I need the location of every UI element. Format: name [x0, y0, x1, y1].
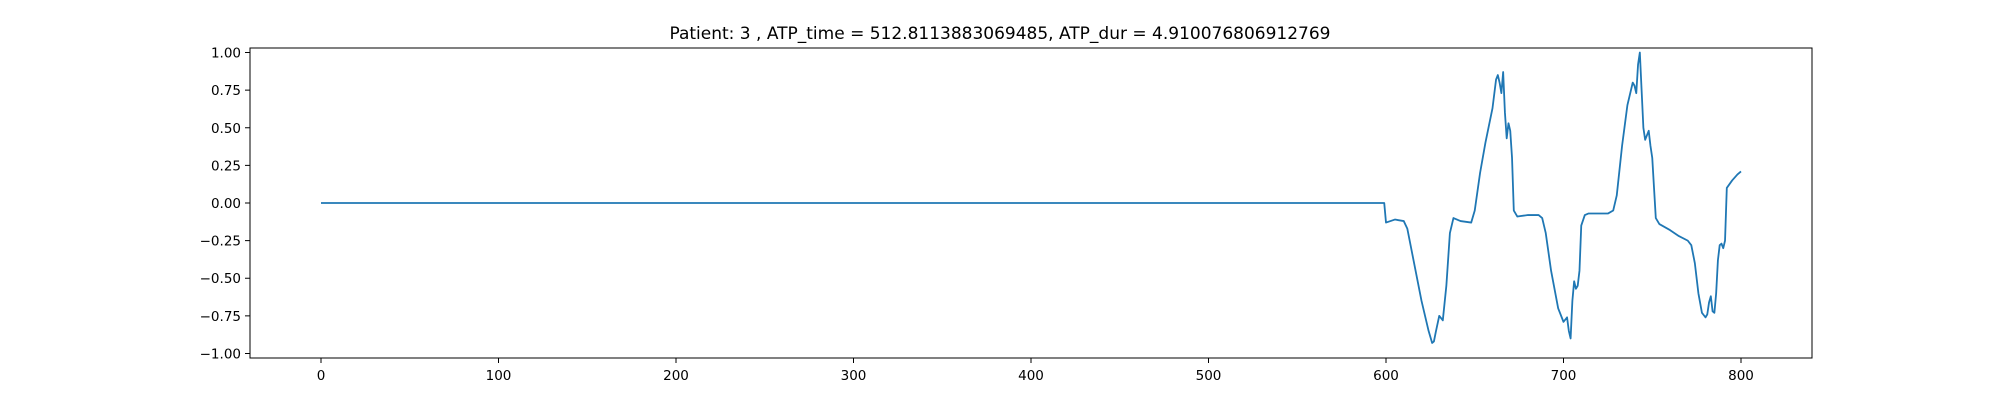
y-tick-label: 0.75 [211, 83, 241, 99]
x-tick-label: 500 [1196, 368, 1222, 384]
y-tick-label: 0.00 [211, 196, 241, 212]
series-line-0 [321, 51, 1742, 344]
x-tick-label: 200 [663, 368, 689, 384]
x-tick-label: 100 [486, 368, 512, 384]
y-tick-label: −0.75 [200, 309, 241, 325]
chart-title: Patient: 3 , ATP_time = 512.811388306948… [669, 24, 1330, 44]
x-tick-label: 800 [1728, 368, 1754, 384]
x-tick-label: 400 [1018, 368, 1044, 384]
y-tick-label: 1.00 [211, 46, 241, 62]
x-tick-label: 700 [1551, 368, 1577, 384]
y-tick-label: −0.50 [200, 271, 241, 287]
x-tick-label: 0 [317, 368, 326, 384]
plot-area: 0 100 200 300 400 500 600 700 800 1.00 0.75 0.50 0.2… [200, 46, 1813, 384]
y-tick-label: −0.25 [200, 234, 241, 250]
x-tick-label: 600 [1373, 368, 1399, 384]
y-tick-label: 0.25 [211, 158, 241, 174]
y-tick-label: 0.50 [211, 121, 241, 137]
y-tick-label: −1.00 [200, 346, 241, 362]
x-tick-label: 300 [841, 368, 867, 384]
